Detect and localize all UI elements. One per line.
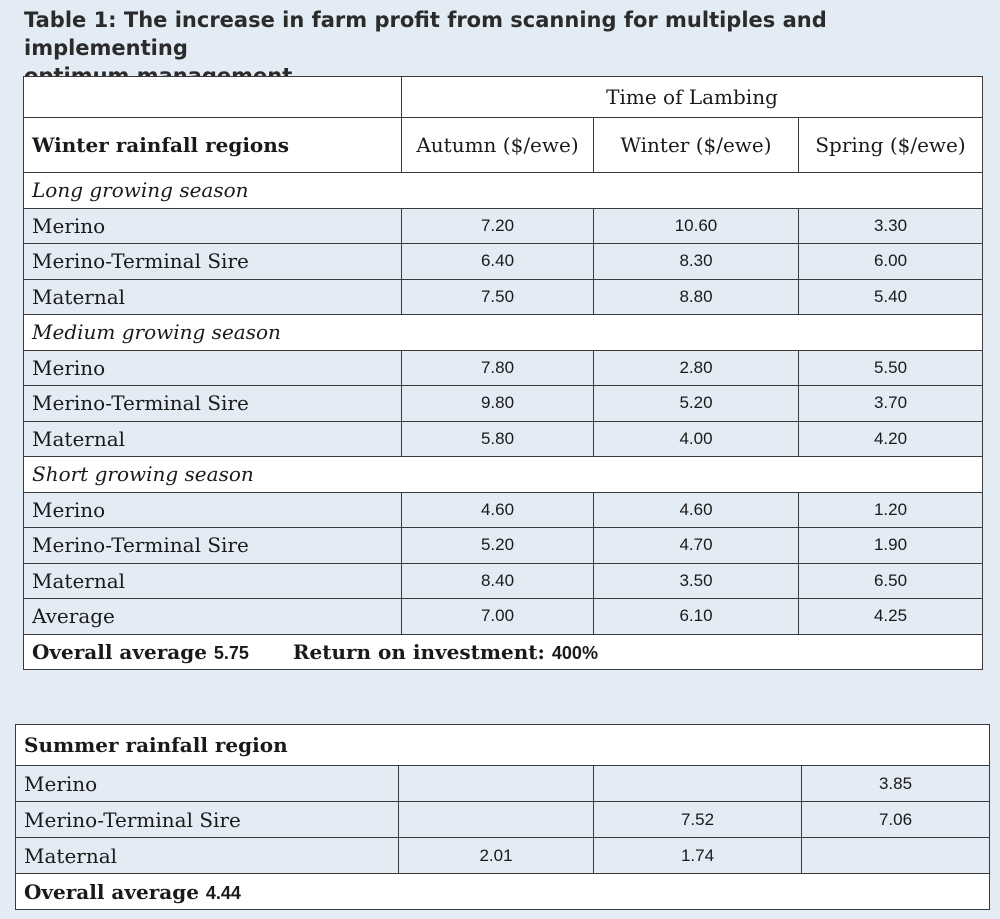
value-cell: 1.90 [797,527,984,564]
table-row: Maternal 5.80 4.00 4.20 [23,420,984,457]
value-cell: 3.30 [797,207,984,244]
table-row: Merino-Terminal Sire 5.20 4.70 1.90 [23,527,984,564]
value-cell: 1.74 [593,837,802,874]
row-label: Merino-Terminal Sire [23,527,402,564]
value-cell: 2.80 [593,349,799,386]
overall-average-footer: Overall average 5.75 Return on investmen… [22,633,984,670]
header-row-group: Time of Lambing [23,76,984,118]
value-cell: 6.00 [797,243,984,280]
average-winter-value: 6.10 [593,598,799,635]
average-autumn-value: 7.00 [401,598,594,635]
summer-overall-average-label: Overall average [24,879,199,904]
value-cell: 7.20 [401,207,594,244]
winter-rainfall-table: Time of Lambing Winter rainfall regions … [22,76,984,670]
value-cell: 2.01 [398,837,594,874]
section-row: Long growing season [22,172,984,209]
section-row: Medium growing season [22,314,984,351]
column-header-spring: Spring ($/ewe) [797,117,984,173]
overall-average-value: 5.75 [213,642,249,663]
row-label: Merino-Terminal Sire [15,801,399,838]
row-label: Maternal [23,562,402,599]
value-cell: 8.40 [401,562,594,599]
header-row-columns: Winter rainfall regions Autumn ($/ewe) W… [23,117,984,173]
value-cell: 5.20 [593,385,799,422]
value-cell: 7.52 [593,801,802,838]
table-row: Merino 7.20 10.60 3.30 [23,207,984,244]
value-cell [593,765,802,802]
value-cell [398,765,594,802]
value-cell: 1.20 [797,491,984,528]
table-row: Merino 7.80 2.80 5.50 [23,349,984,386]
footer-row: Overall average 5.75 Return on investmen… [22,633,984,670]
region-header: Winter rainfall regions [23,117,402,173]
average-row: Average 7.00 6.10 4.25 [23,598,984,635]
row-label: Merino [23,207,402,244]
table-row: Maternal 2.01 1.74 [15,837,990,874]
overall-average-label: Overall average [32,639,207,664]
row-label: Merino [23,349,402,386]
header-empty-cell [23,76,402,118]
table-row: Maternal 7.50 8.80 5.40 [23,278,984,315]
table-row: Merino 3.85 [15,765,990,802]
value-cell: 10.60 [593,207,799,244]
row-label: Maternal [23,278,402,315]
value-cell: 4.70 [593,527,799,564]
roi-label: Return on investment: [292,639,545,664]
value-cell: 7.50 [401,278,594,315]
table-row: Merino-Terminal Sire 7.52 7.06 [15,801,990,838]
summer-rainfall-table: Summer rainfall region Merino 3.85 Merino-… [15,724,990,910]
value-cell: 3.70 [797,385,984,422]
summer-region-header: Summer rainfall region [15,724,990,766]
table-title: Table 1: The increase in farm profit fro… [24,6,974,90]
row-label: Maternal [15,837,399,874]
section-title: Medium growing season [22,314,984,351]
value-cell: 7.80 [401,349,594,386]
value-cell [398,801,594,838]
value-cell: 5.20 [401,527,594,564]
value-cell: 4.20 [797,420,984,457]
value-cell: 6.50 [797,562,984,599]
value-cell: 5.80 [401,420,594,457]
value-cell [801,837,990,874]
value-cell: 8.30 [593,243,799,280]
row-label: Merino [23,491,402,528]
value-cell: 4.00 [593,420,799,457]
value-cell: 6.40 [401,243,594,280]
summer-overall-average-value: 4.44 [205,882,241,903]
value-cell: 3.50 [593,562,799,599]
table-title-line-1: Table 1: The increase in farm profit fro… [24,8,827,60]
table-row: Merino 4.60 4.60 1.20 [23,491,984,528]
value-cell: 4.60 [401,491,594,528]
average-spring-value: 4.25 [797,598,984,635]
value-cell: 3.85 [801,765,990,802]
value-cell: 5.50 [797,349,984,386]
section-title: Long growing season [22,172,984,209]
column-header-autumn: Autumn ($/ewe) [401,117,594,173]
time-of-lambing-header: Time of Lambing [400,76,984,118]
value-cell: 4.60 [593,491,799,528]
table-row: Maternal 8.40 3.50 6.50 [23,562,984,599]
row-label: Average [23,598,402,635]
summer-footer-row: Overall average 4.44 [15,873,990,910]
row-label: Maternal [23,420,402,457]
column-header-winter: Winter ($/ewe) [593,117,799,173]
summer-header-row: Summer rainfall region [15,724,990,766]
row-label: Merino-Terminal Sire [23,243,402,280]
section-row: Short growing season [22,456,984,493]
table-row: Merino-Terminal Sire 9.80 5.20 3.70 [23,385,984,422]
value-cell: 5.40 [797,278,984,315]
table-row: Merino-Terminal Sire 6.40 8.30 6.00 [23,243,984,280]
roi-value: 400% [551,642,598,663]
row-label: Merino [15,765,399,802]
section-title: Short growing season [22,456,984,493]
value-cell: 9.80 [401,385,594,422]
value-cell: 7.06 [801,801,990,838]
value-cell: 8.80 [593,278,799,315]
summer-overall-average-footer: Overall average 4.44 [15,873,990,910]
row-label: Merino-Terminal Sire [23,385,402,422]
